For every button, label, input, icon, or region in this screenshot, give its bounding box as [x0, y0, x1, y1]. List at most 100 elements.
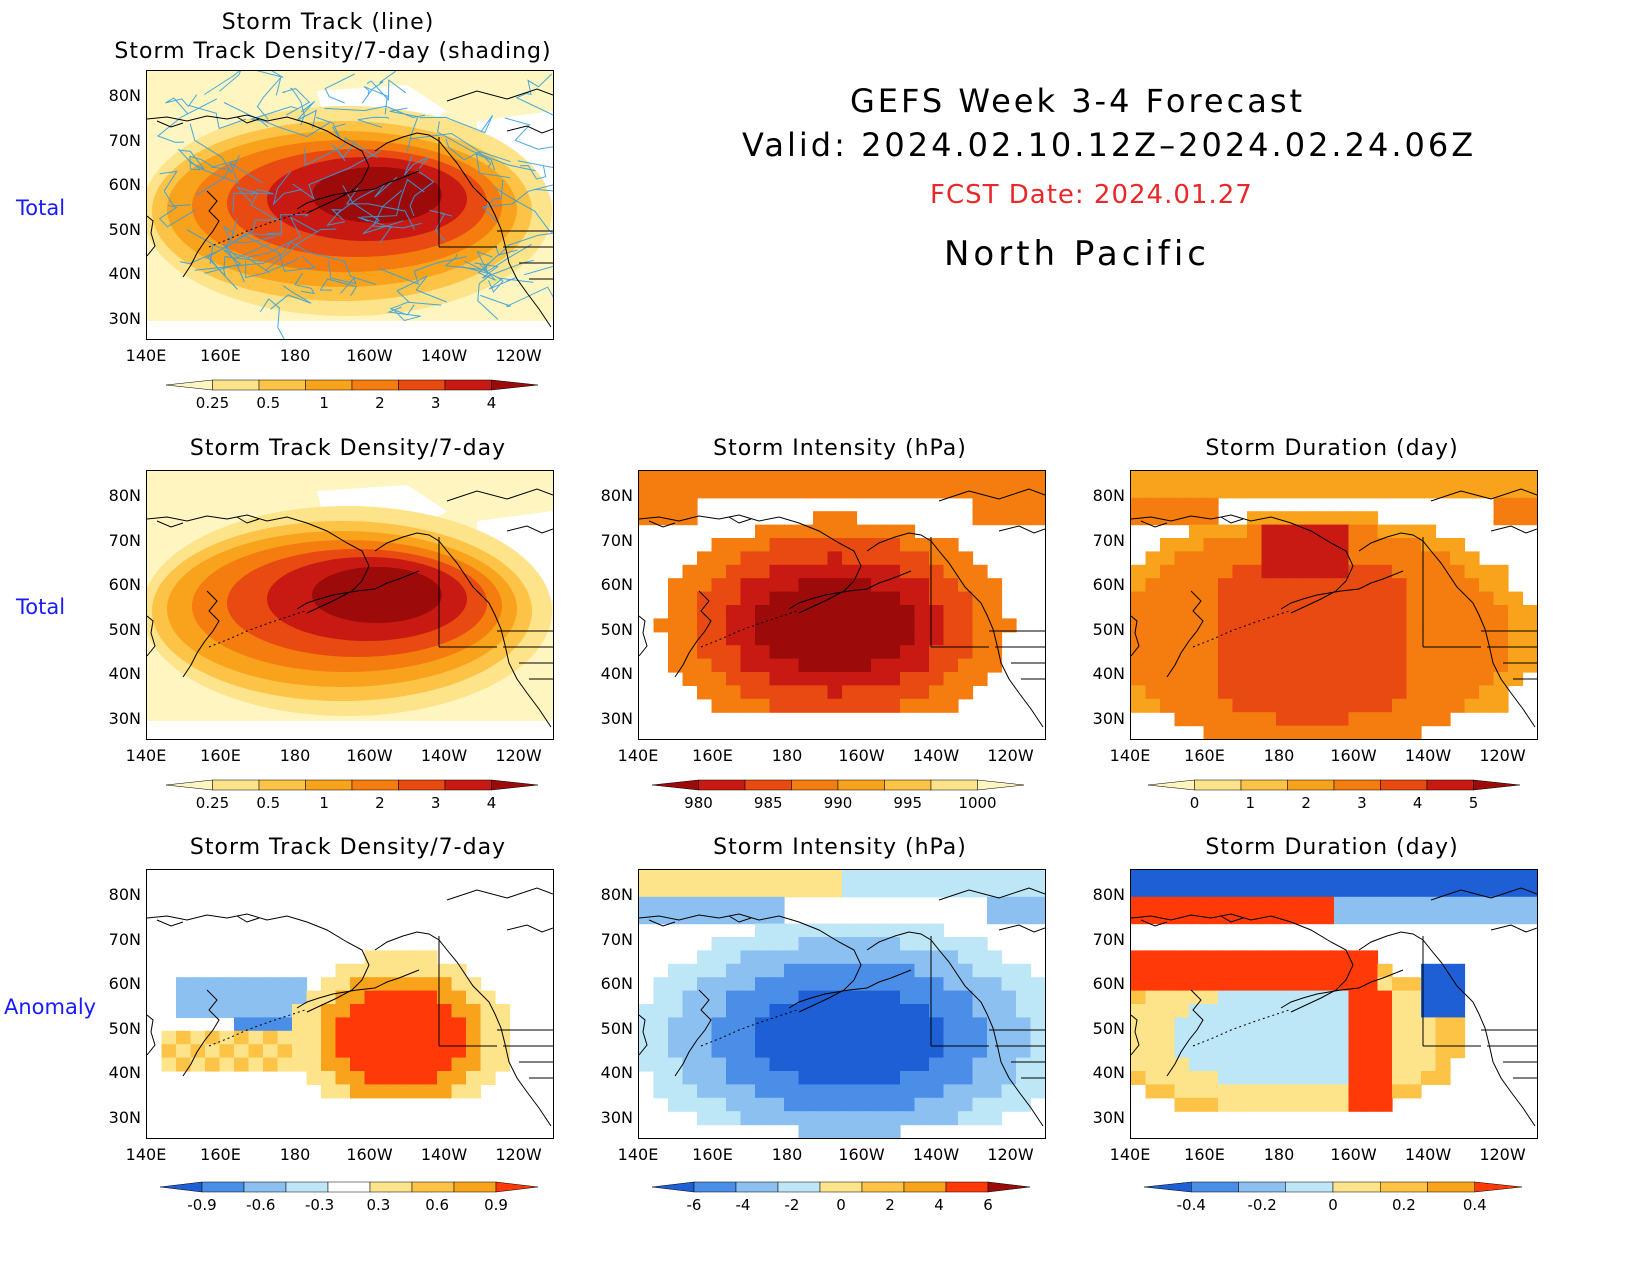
- colorbar-swatch: [693, 1181, 737, 1193]
- lon-label: 160E: [200, 1145, 241, 1164]
- lon-label: 160E: [692, 1145, 733, 1164]
- lat-label: 60N: [600, 575, 633, 595]
- colorbar-tick-label: 995: [893, 794, 923, 812]
- colorbar-swatch: [1380, 779, 1428, 791]
- lon-label: 160E: [200, 746, 241, 765]
- lat-label: 70N: [108, 929, 141, 949]
- lat-label: 50N: [108, 1018, 141, 1038]
- colorbar-swatch: [491, 379, 539, 391]
- lon-label: 140E: [617, 1145, 659, 1164]
- region-name: North Pacific: [944, 234, 1210, 274]
- colorbar-tick-label: 0.2: [1391, 1196, 1416, 1214]
- map-canvas: [639, 471, 1045, 728]
- colorbar-swatch: [398, 379, 446, 391]
- map-canvas: [147, 887, 553, 1127]
- colorbar-tick-label: 990: [823, 794, 853, 812]
- colorbar-tick-label: -0.9: [187, 1196, 217, 1214]
- coastline: [639, 887, 1045, 1127]
- lat-label: 60N: [1092, 974, 1125, 994]
- coastline: [147, 88, 553, 328]
- colorbar-tick-label: -4: [735, 1196, 751, 1214]
- map-panel-track-total: [146, 70, 554, 340]
- colorbar-swatch: [1238, 1181, 1286, 1193]
- lon-label: 120W: [987, 746, 1034, 765]
- colorbar-tick-label: 0.6: [425, 1196, 450, 1214]
- lon-label: 180: [771, 1145, 803, 1164]
- colorbar-swatches: [165, 779, 539, 791]
- row-label-bottom: Anomaly: [4, 995, 97, 1019]
- lon-label: 140E: [1109, 1145, 1151, 1164]
- lon-label: 160W: [838, 746, 885, 765]
- colorbar-swatch: [258, 379, 306, 391]
- colorbar-swatch: [791, 779, 839, 791]
- lat-label: 70N: [600, 929, 633, 949]
- colorbar-swatch: [819, 1181, 863, 1193]
- lon-label: 180: [279, 346, 311, 365]
- colorbar-tick-label: 3: [430, 394, 441, 412]
- colorbar-tick-label: 0: [836, 1196, 846, 1214]
- lat-label: 60N: [108, 175, 141, 195]
- colorbar-tick-label: 5: [1468, 794, 1479, 812]
- colorbar-swatch: [369, 1181, 413, 1193]
- colorbar-tick-label: 985: [753, 794, 783, 812]
- colorbar-swatch: [444, 779, 492, 791]
- lat-label: 60N: [600, 974, 633, 994]
- colorbar-tick-label: 6: [983, 1196, 993, 1214]
- colorbar-swatch: [159, 1181, 203, 1193]
- colorbar-swatch: [977, 779, 1025, 791]
- colorbar-swatch: [930, 779, 978, 791]
- colorbar-swatch: [327, 1181, 371, 1193]
- colorbar-swatch: [305, 779, 353, 791]
- colorbar-tick-label: 4: [934, 1196, 944, 1214]
- map-canvas: [1131, 870, 1537, 1127]
- row-label-middle: Total: [16, 595, 66, 619]
- colorbar-swatch: [258, 779, 306, 791]
- lon-label: 160E: [1184, 746, 1225, 765]
- lon-label: 140E: [617, 746, 659, 765]
- colorbar-swatch: [837, 779, 885, 791]
- colorbar-tick-label: 4: [486, 394, 497, 412]
- lon-label: 180: [1263, 1145, 1295, 1164]
- colorbar-swatch: [491, 779, 539, 791]
- lat-label: 40N: [1092, 1063, 1125, 1083]
- colorbar-tick-label: -6: [686, 1196, 702, 1214]
- lat-label: 80N: [1092, 486, 1125, 505]
- lat-label: 60N: [108, 575, 141, 595]
- colorbar-density-total: 0.25 0.5 1 2 3 4: [165, 779, 539, 812]
- colorbar-tick-label: 4: [486, 794, 497, 812]
- colorbar-swatch: [744, 779, 792, 791]
- colorbar-swatch: [698, 779, 746, 791]
- colorbar-tick-label: 2: [1301, 794, 1311, 812]
- lon-label: 140E: [125, 746, 167, 765]
- lat-label: 40N: [108, 664, 141, 684]
- lon-label: 140E: [125, 1145, 167, 1164]
- panel5-title: Storm Track Density/7-day: [189, 835, 507, 860]
- colorbar-swatches: [651, 779, 1025, 791]
- panel7-title: Storm Duration (day): [1205, 835, 1459, 860]
- lat-label: 50N: [600, 1018, 633, 1038]
- colorbar-swatches: [1143, 1181, 1523, 1193]
- panel1-title-line1: Storm Track (line): [221, 10, 435, 35]
- colorbar-tick-label: 0.3: [366, 1196, 391, 1214]
- lat-label: 40N: [1092, 664, 1125, 684]
- panel4-title: Storm Duration (day): [1205, 436, 1459, 461]
- lat-label: 40N: [600, 1063, 633, 1083]
- lon-label: 180: [279, 1145, 311, 1164]
- lon-label: 140W: [1404, 1145, 1452, 1164]
- colorbar-intensity-total: 980 985 990 995 1000: [651, 779, 1025, 812]
- lon-label: 140W: [912, 1145, 960, 1164]
- colorbar-swatch: [305, 379, 353, 391]
- map-panel-density-total: [146, 470, 554, 740]
- coastline: [639, 488, 1045, 728]
- colorbar-tick-label: -0.3: [304, 1196, 335, 1214]
- lat-label: 50N: [600, 619, 633, 639]
- colorbar-swatches: [651, 1181, 1031, 1193]
- lat-label: 80N: [600, 885, 633, 904]
- coastline: [1131, 488, 1537, 728]
- lon-label: 140E: [1109, 746, 1151, 765]
- lat-label: 30N: [108, 709, 141, 728]
- colorbar-swatch: [444, 379, 492, 391]
- colorbar-tick-label: 0.5: [256, 794, 281, 812]
- lon-label: 120W: [495, 746, 542, 765]
- colorbar-swatch: [1380, 1181, 1428, 1193]
